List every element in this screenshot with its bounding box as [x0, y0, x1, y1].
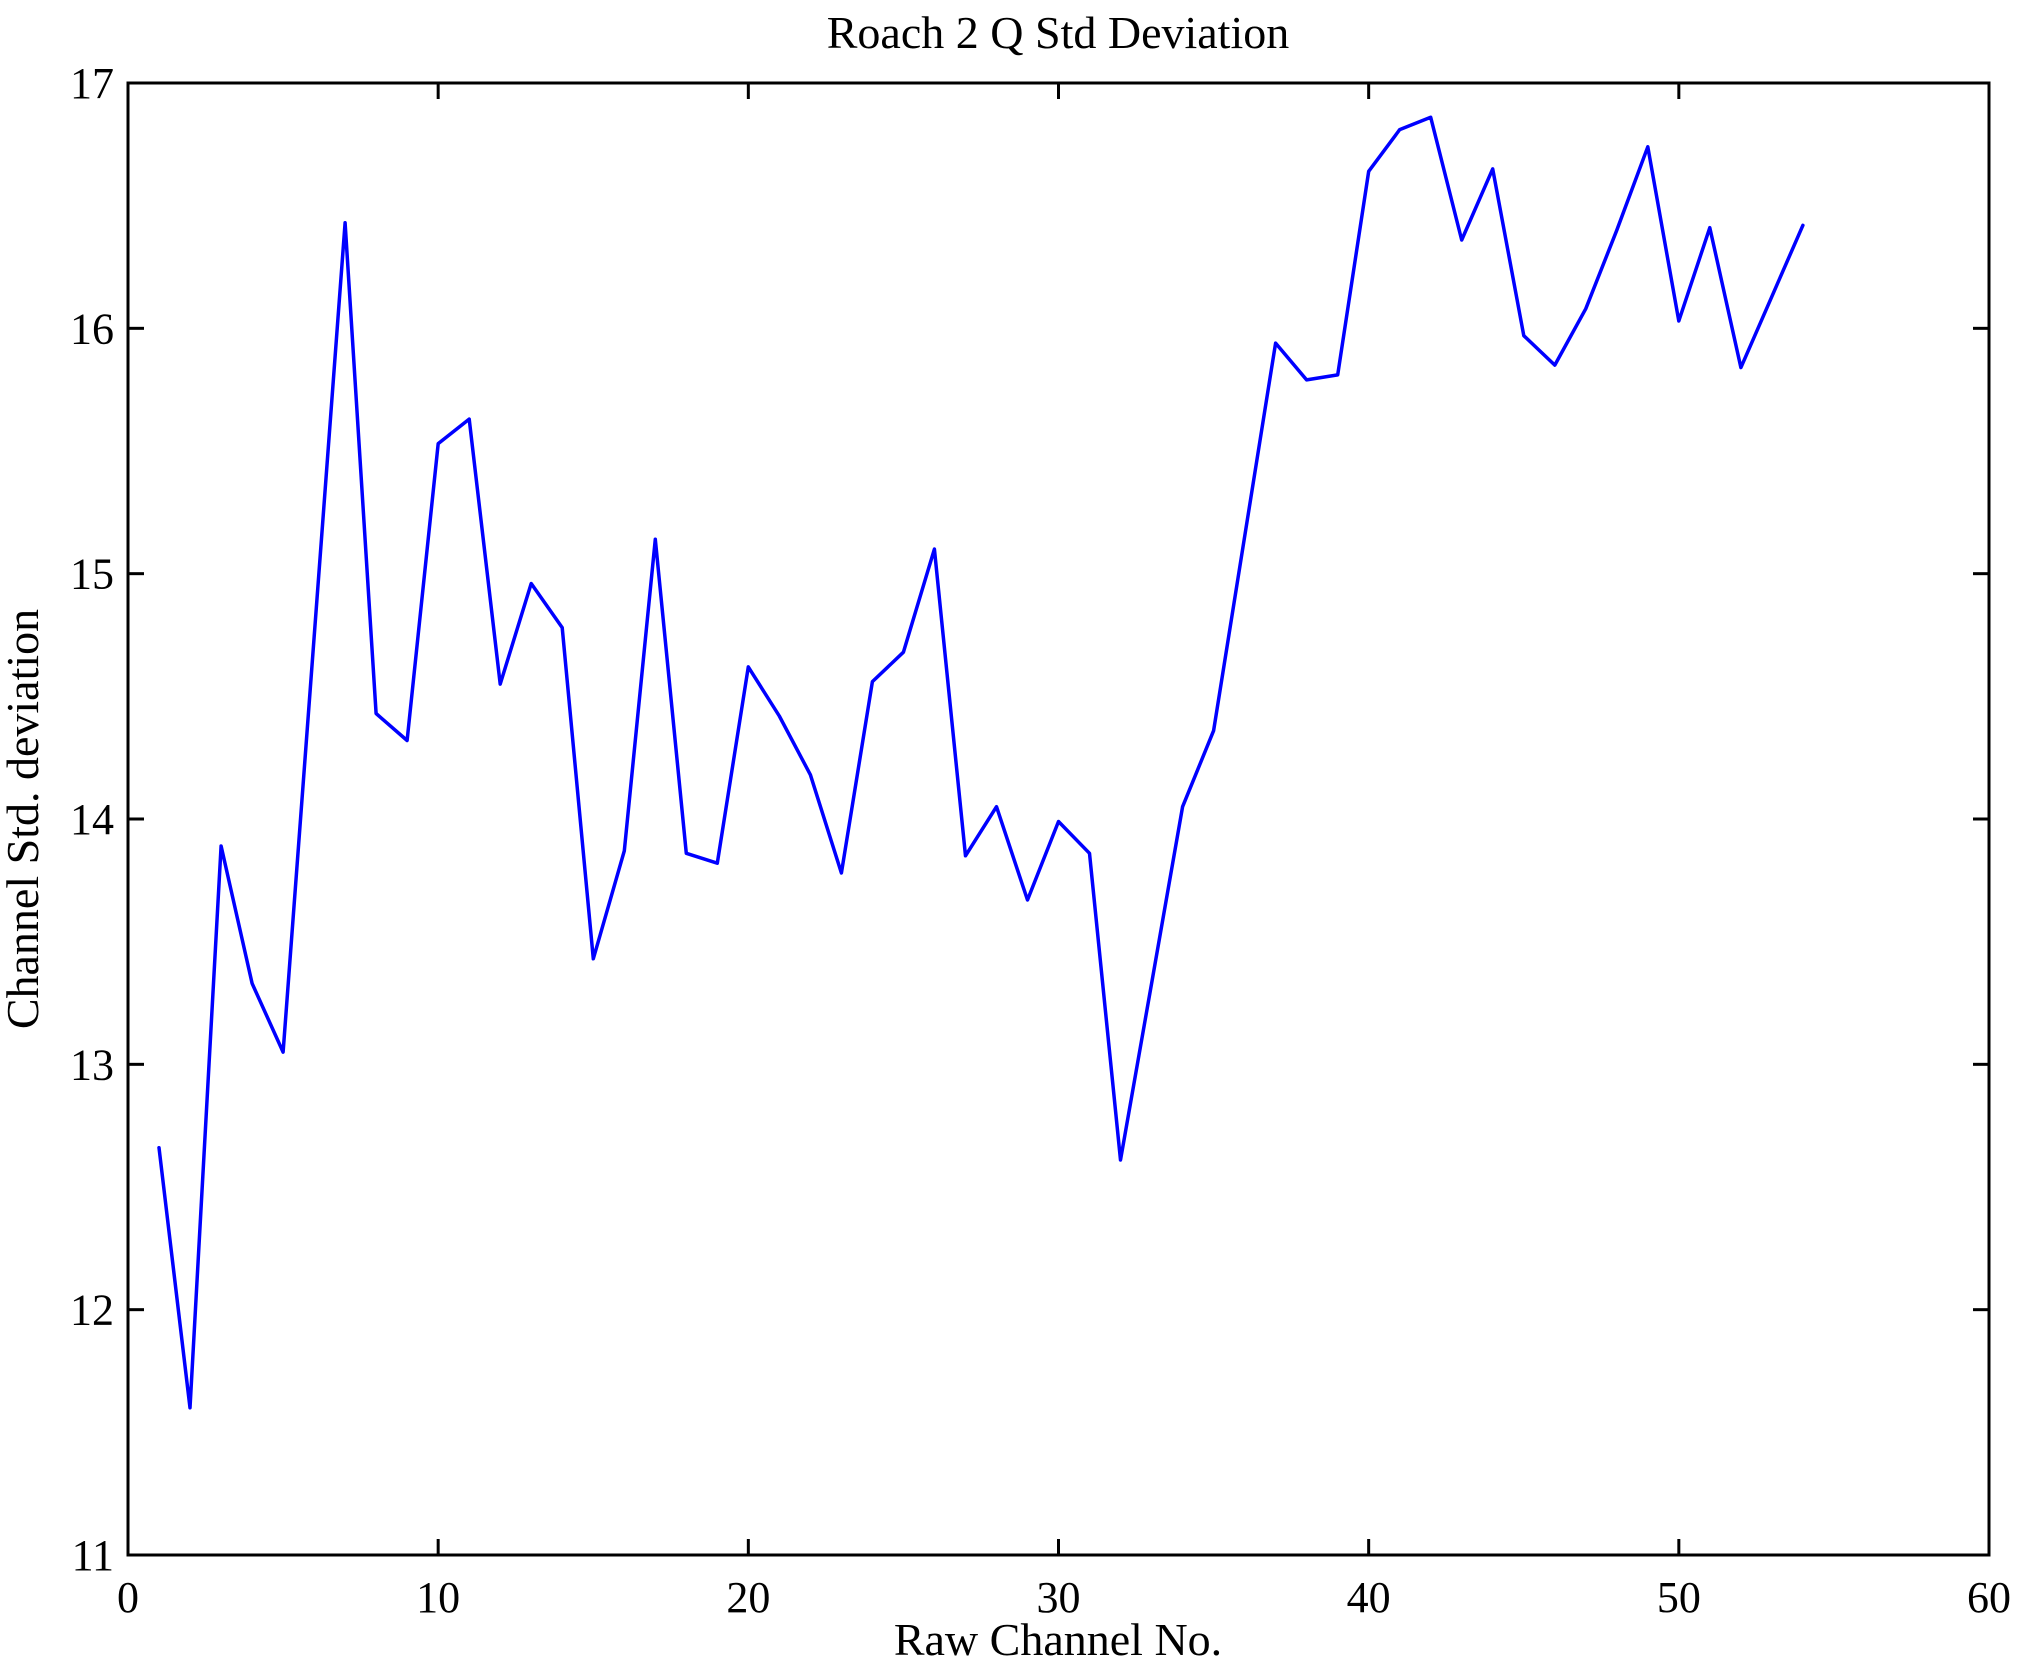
x-tick-label: 30: [1037, 1573, 1081, 1622]
y-tick-label: 12: [70, 1286, 114, 1335]
y-axis-label: Channel Std. deviation: [0, 609, 48, 1029]
y-tick-label: 11: [72, 1531, 114, 1580]
x-tick-label: 0: [117, 1573, 139, 1622]
x-tick-label: 50: [1657, 1573, 1701, 1622]
y-tick-label: 16: [70, 304, 114, 353]
plot-box: [126, 81, 1991, 1557]
x-tick-label: 40: [1347, 1573, 1391, 1622]
tick-labels: 0 10 20 30 40 50 60 11 12 13 14 15 16 17: [70, 59, 2011, 1622]
y-tick-label: 14: [70, 795, 114, 844]
chart-title: Roach 2 Q Std Deviation: [827, 7, 1290, 58]
x-tick-label: 10: [416, 1573, 460, 1622]
data-line: [157, 115, 1805, 1410]
y-tick-label: 17: [70, 59, 114, 108]
tick-marks: [126, 81, 1991, 1557]
x-tick-label: 60: [1967, 1573, 2011, 1622]
y-tick-label: 13: [70, 1040, 114, 1089]
x-tick-label: 20: [726, 1573, 770, 1622]
y-tick-label: 15: [70, 550, 114, 599]
x-axis-label: Raw Channel No.: [894, 1614, 1222, 1665]
